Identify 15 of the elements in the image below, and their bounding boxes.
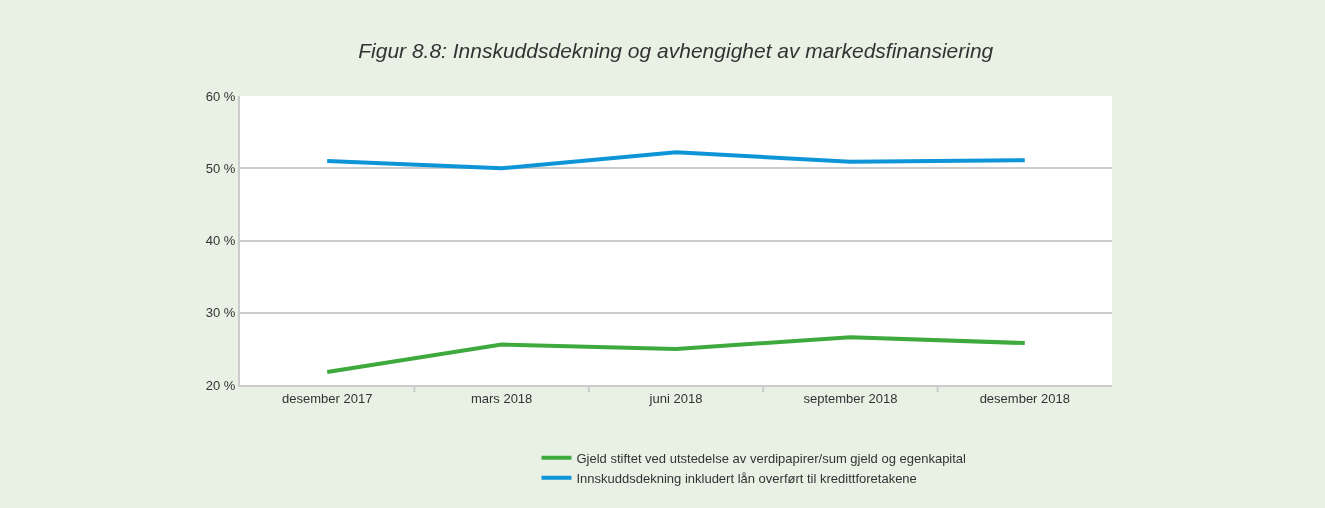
x-tick-label: desember 2018 <box>979 390 1070 406</box>
x-tick-label: september 2018 <box>803 390 898 406</box>
line-series <box>325 335 1027 374</box>
chart-title: Figur 8.8: Innskuddsdekning og avhengighet av markedsfinansiering <box>358 39 994 63</box>
legend-label: Innskuddsdekning inkludert lån overført til kredittforetakene <box>576 470 917 486</box>
x-tick-label: mars 2018 <box>470 390 533 406</box>
y-tick-label: 40 % <box>205 233 236 249</box>
x-tick-label: desember 2017 <box>282 390 373 406</box>
x-tick-label: juni 2018 <box>648 390 703 406</box>
y-tick-label: 30 % <box>205 305 236 321</box>
y-tick-label: 50 % <box>205 160 236 176</box>
y-tick-label: 60 % <box>205 88 236 104</box>
legend-label: Gjeld stiftet ved utstedelse av verdipapirer/sum gjeld og egenkapital <box>576 450 967 466</box>
y-tick-label: 20 % <box>205 377 236 393</box>
line-series <box>325 150 1027 171</box>
